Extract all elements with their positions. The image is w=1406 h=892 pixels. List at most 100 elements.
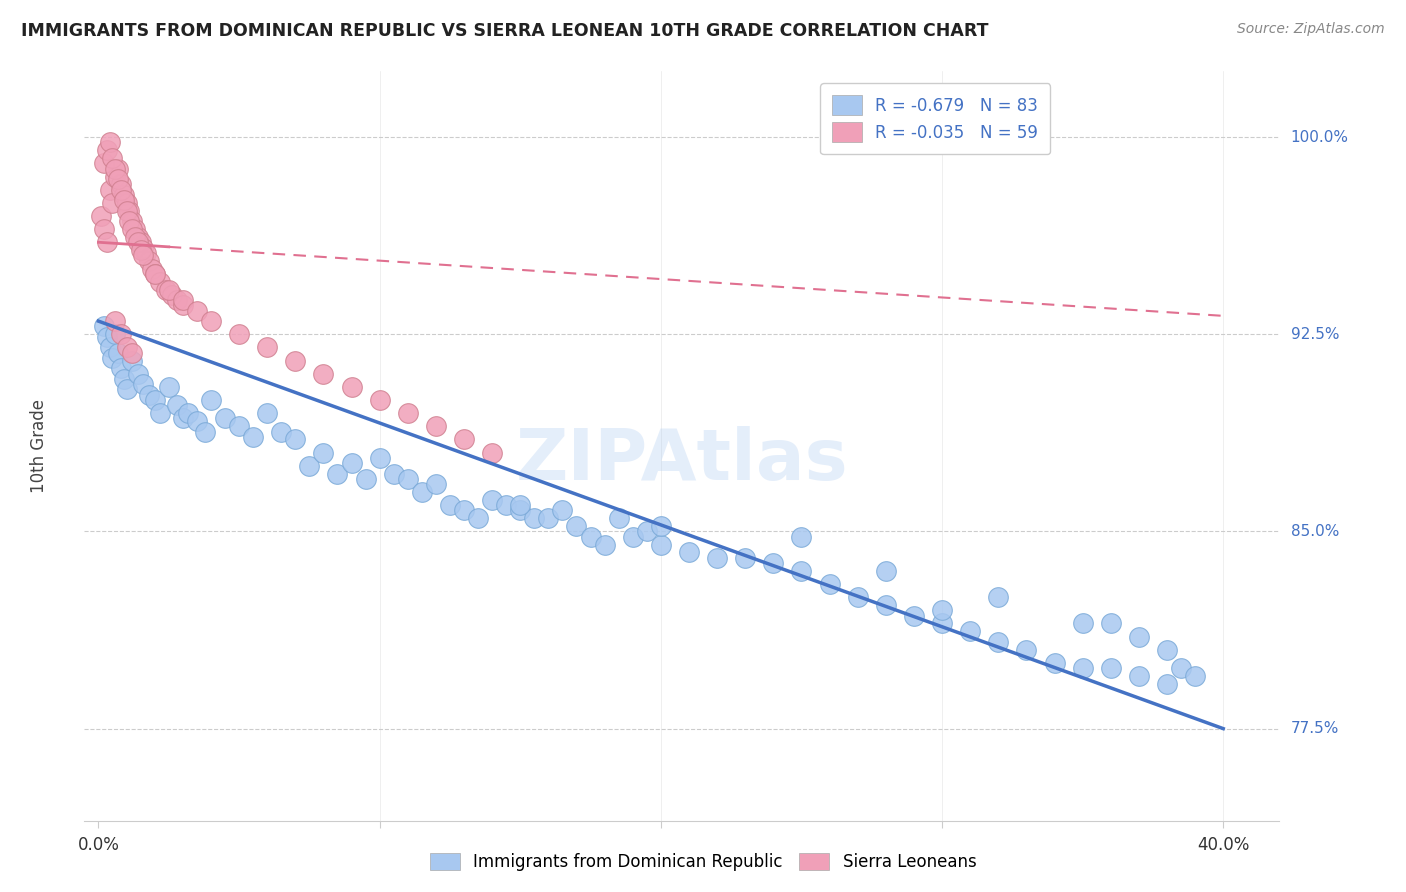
Point (1099, 616, 1122, 631)
Point (537, 511, 560, 525)
Point (214, 411, 236, 425)
Point (104, 161, 127, 176)
Point (256, 340, 278, 354)
Point (186, 303, 208, 318)
Point (155, 283, 177, 297)
Point (110, 327, 132, 342)
Point (678, 545, 700, 559)
Point (93, 156, 115, 170)
Point (157, 283, 180, 297)
Point (172, 411, 194, 425)
Point (326, 467, 349, 481)
Point (115, 340, 138, 354)
Point (93, 222, 115, 236)
Point (121, 214, 143, 228)
Point (129, 235, 152, 250)
Point (509, 498, 531, 512)
Point (96, 143, 118, 157)
Point (931, 603, 953, 617)
Point (110, 183, 132, 197)
Text: IMMIGRANTS FROM DOMINICAN REPUBLIC VS SIERRA LEONEAN 10TH GRADE CORRELATION CHAR: IMMIGRANTS FROM DOMINICAN REPUBLIC VS SI… (21, 22, 988, 40)
Point (523, 511, 546, 525)
Point (495, 498, 517, 512)
Point (107, 172, 129, 186)
Point (194, 425, 217, 439)
Point (107, 161, 129, 176)
Legend: Immigrants from Dominican Republic, Sierra Leoneans: Immigrants from Dominican Republic, Sier… (422, 845, 984, 880)
Point (143, 267, 166, 281)
Point (101, 151, 124, 165)
Point (368, 450, 391, 465)
Point (110, 178, 132, 192)
Point (115, 383, 138, 397)
Point (1184, 669, 1206, 683)
Point (172, 298, 194, 312)
Point (118, 214, 141, 228)
Text: Source: ZipAtlas.com: Source: ZipAtlas.com (1237, 22, 1385, 37)
Point (987, 590, 1010, 604)
Point (270, 425, 292, 439)
Point (143, 392, 166, 407)
Point (650, 538, 672, 552)
Point (1015, 642, 1038, 657)
Point (160, 288, 183, 302)
Point (141, 261, 163, 276)
Point (396, 406, 419, 420)
Point (132, 248, 155, 262)
Point (1156, 642, 1178, 657)
Point (98, 136, 121, 150)
Point (242, 430, 264, 444)
Point (706, 550, 728, 565)
Point (931, 616, 953, 631)
Point (340, 380, 363, 394)
Text: 85.0%: 85.0% (1291, 524, 1339, 539)
Point (425, 419, 447, 434)
Point (593, 538, 616, 552)
Point (121, 222, 143, 236)
Point (481, 492, 503, 507)
Point (132, 377, 155, 392)
Point (157, 380, 180, 394)
Point (1099, 661, 1122, 675)
Point (98, 340, 121, 354)
Point (636, 524, 658, 539)
Point (846, 590, 869, 604)
Point (127, 367, 149, 381)
Point (368, 392, 391, 407)
Point (101, 351, 124, 365)
Point (1043, 656, 1066, 670)
Point (607, 511, 630, 525)
Point (411, 485, 433, 500)
Point (256, 406, 278, 420)
Point (621, 530, 644, 544)
Point (124, 230, 146, 244)
Point (1128, 669, 1150, 683)
Point (551, 503, 574, 517)
Point (127, 230, 149, 244)
Point (875, 598, 897, 612)
Point (200, 392, 222, 407)
Point (875, 564, 897, 578)
Point (312, 445, 335, 459)
Point (149, 406, 172, 420)
Point (104, 314, 127, 328)
Point (121, 353, 143, 368)
Point (177, 406, 200, 420)
Point (354, 472, 377, 486)
Point (1128, 630, 1150, 644)
Point (453, 433, 475, 447)
Point (200, 314, 222, 328)
Point (135, 245, 157, 260)
Point (149, 275, 172, 289)
Point (104, 327, 127, 342)
Point (312, 367, 335, 381)
Point (121, 345, 143, 359)
Point (762, 556, 785, 570)
Point (138, 388, 160, 402)
Point (1156, 677, 1178, 691)
Text: ZIPAtlas: ZIPAtlas (516, 426, 848, 495)
Point (228, 327, 250, 342)
Point (98, 183, 121, 197)
Point (115, 195, 138, 210)
Point (340, 456, 363, 470)
